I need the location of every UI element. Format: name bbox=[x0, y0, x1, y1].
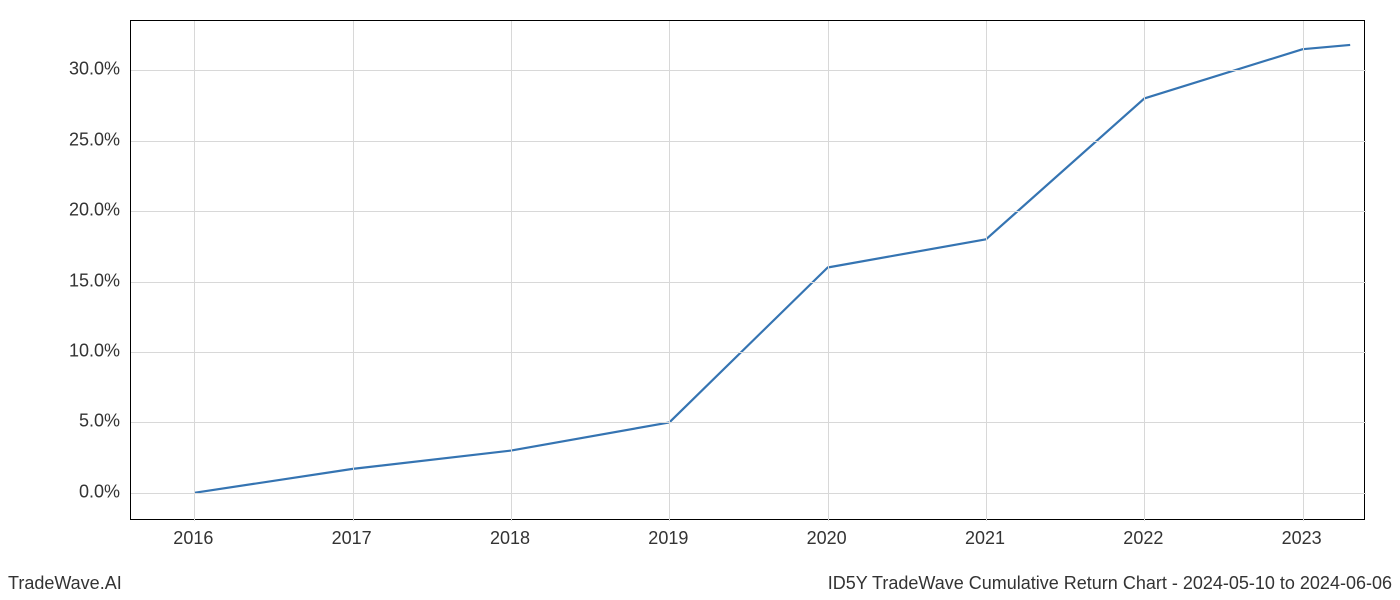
x-tick-label: 2022 bbox=[1123, 528, 1163, 549]
footer-left-text: TradeWave.AI bbox=[8, 573, 122, 594]
x-tick-label: 2023 bbox=[1282, 528, 1322, 549]
grid-line-horizontal bbox=[131, 70, 1366, 71]
x-tick-label: 2017 bbox=[332, 528, 372, 549]
grid-line-horizontal bbox=[131, 493, 1366, 494]
grid-line-vertical bbox=[828, 21, 829, 521]
grid-line-vertical bbox=[669, 21, 670, 521]
x-tick-label: 2021 bbox=[965, 528, 1005, 549]
grid-line-horizontal bbox=[131, 211, 1366, 212]
grid-line-horizontal bbox=[131, 352, 1366, 353]
chart-container: TradeWave.AI ID5Y TradeWave Cumulative R… bbox=[0, 0, 1400, 600]
y-tick-label: 30.0% bbox=[50, 59, 120, 80]
line-series bbox=[131, 21, 1366, 521]
y-tick-label: 15.0% bbox=[50, 270, 120, 291]
y-tick-label: 20.0% bbox=[50, 200, 120, 221]
y-tick-label: 10.0% bbox=[50, 340, 120, 361]
grid-line-vertical bbox=[353, 21, 354, 521]
y-tick-label: 0.0% bbox=[50, 481, 120, 502]
grid-line-vertical bbox=[194, 21, 195, 521]
plot-area bbox=[130, 20, 1365, 520]
grid-line-vertical bbox=[1144, 21, 1145, 521]
grid-line-vertical bbox=[986, 21, 987, 521]
x-tick-label: 2019 bbox=[648, 528, 688, 549]
y-tick-label: 25.0% bbox=[50, 129, 120, 150]
return-line bbox=[194, 45, 1350, 493]
grid-line-vertical bbox=[511, 21, 512, 521]
grid-line-vertical bbox=[1303, 21, 1304, 521]
grid-line-horizontal bbox=[131, 141, 1366, 142]
footer-right-text: ID5Y TradeWave Cumulative Return Chart -… bbox=[828, 573, 1392, 594]
grid-line-horizontal bbox=[131, 282, 1366, 283]
y-tick-label: 5.0% bbox=[50, 411, 120, 432]
x-tick-label: 2020 bbox=[807, 528, 847, 549]
grid-line-horizontal bbox=[131, 422, 1366, 423]
x-tick-label: 2018 bbox=[490, 528, 530, 549]
x-tick-label: 2016 bbox=[173, 528, 213, 549]
